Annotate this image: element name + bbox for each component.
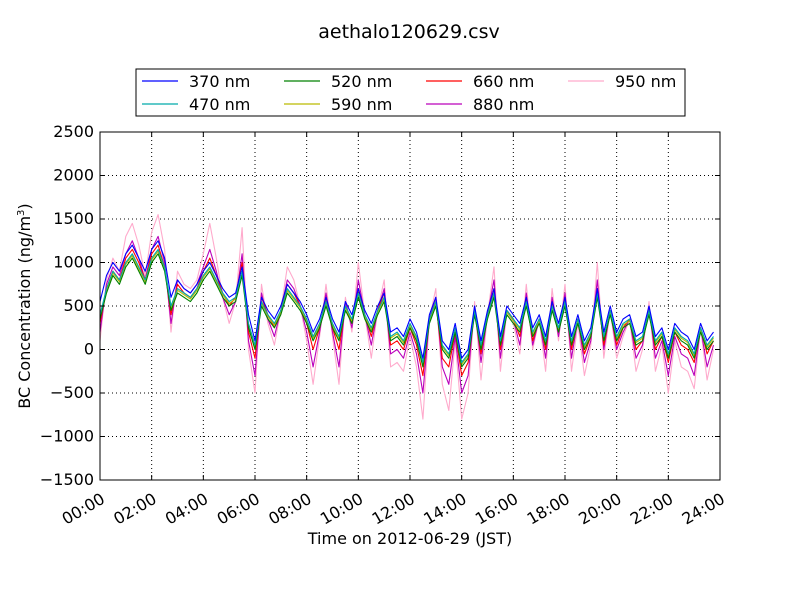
x-axis-label: Time on 2012-06-29 (JST) <box>307 529 512 548</box>
legend-label: 370 nm <box>189 72 250 91</box>
y-tick-label: 0 <box>84 340 94 359</box>
legend-label: 470 nm <box>189 95 250 114</box>
y-tick-labels: −1500 −1000 −500 0 500 1000 1500 2000 2500 <box>40 122 94 489</box>
y-tick-label: −1500 <box>40 470 94 489</box>
y-tick-label: 1000 <box>53 253 94 272</box>
axis-ticks <box>99 131 721 481</box>
series-line-470-nm <box>99 248 714 364</box>
y-tick-label: 1500 <box>53 209 94 228</box>
y-tick-label: −500 <box>50 383 94 402</box>
y-axis-label-main: BC Concentration (ng/m <box>15 216 34 409</box>
y-tick-label: 2000 <box>53 166 94 185</box>
legend-label: 950 nm <box>615 72 676 91</box>
series-line-370-nm <box>99 240 714 359</box>
y-axis-label-close: ) <box>15 203 34 209</box>
legend-label: 520 nm <box>331 72 392 91</box>
series-line-520-nm <box>99 253 714 368</box>
legend-frame <box>135 68 686 117</box>
legend-label: 660 nm <box>473 72 534 91</box>
plot-area: 00:00 02:00 04:00 06:00 08:00 10:00 12:00 14:00… <box>40 122 728 529</box>
y-tick-label: 2500 <box>53 122 94 141</box>
series-layer <box>99 214 715 420</box>
y-axis-label: BC Concentration (ng/m3) <box>15 203 34 408</box>
y-tick-label: 500 <box>63 296 94 315</box>
y-axis-label-superscript: 3 <box>16 210 27 216</box>
chart-title: aethalo120629.csv <box>318 21 500 43</box>
legend-label: 590 nm <box>331 95 392 114</box>
y-tick-label: −1000 <box>40 427 94 446</box>
legend: 370 nm 470 nm 520 nm 590 nm 660 nm 880 nm 950 … <box>135 68 686 117</box>
legend-label: 880 nm <box>473 95 534 114</box>
